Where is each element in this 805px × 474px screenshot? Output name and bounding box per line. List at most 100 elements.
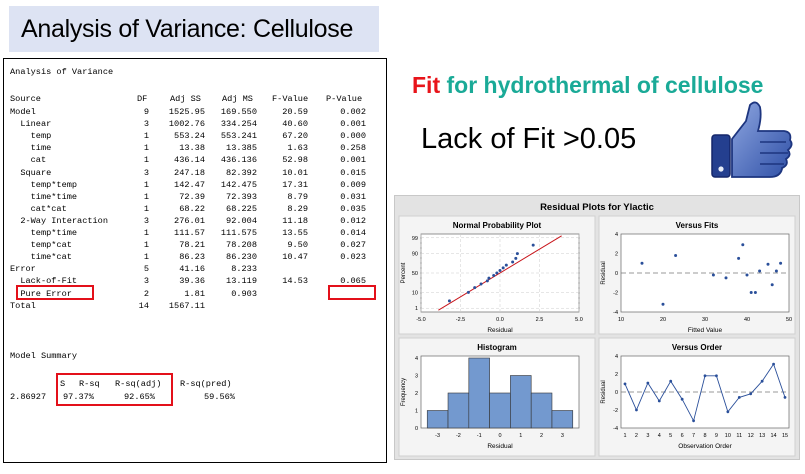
cell-df: 14 xyxy=(138,300,149,311)
cell-ss: 41.16 xyxy=(179,264,205,275)
summary-col-s: S xyxy=(60,379,66,389)
data-point xyxy=(511,260,515,264)
x-axis-label: Residual xyxy=(487,327,513,334)
x-tick-label: 5 xyxy=(669,433,672,439)
cell-ms: 142.475 xyxy=(220,179,257,190)
cell-source: time*time xyxy=(10,191,78,202)
cell-ss: 1.81 xyxy=(184,288,205,299)
data-point xyxy=(674,253,678,257)
table-row: Linear 3 1002.76 334.254 40.60 0.001 xyxy=(4,119,386,130)
data-point xyxy=(680,397,684,401)
y-tick-label: -2 xyxy=(613,291,618,297)
cell-ms: 436.136 xyxy=(220,155,257,166)
table-row: Error 5 41.16 8.233 xyxy=(4,264,386,275)
table-row: time*cat 1 86.23 86.230 10.47 0.023 xyxy=(4,252,386,263)
table-row: cat 1 436.14 436.136 52.98 0.001 xyxy=(4,155,386,166)
data-point xyxy=(724,276,728,280)
data-point xyxy=(473,286,477,290)
y-tick-label: 4 xyxy=(415,356,418,362)
y-tick-label: 90 xyxy=(412,252,418,258)
col-f-value: F-Value xyxy=(272,94,309,104)
data-point xyxy=(657,399,661,403)
data-point xyxy=(770,283,774,287)
y-tick-label: 3 xyxy=(415,374,418,380)
y-axis-label: Percent xyxy=(401,262,407,283)
summary-col-rsq-pred: R-sq(pred) xyxy=(180,379,232,389)
cell-df: 1 xyxy=(143,228,149,238)
data-point xyxy=(737,256,741,260)
cell-ss: 1002.76 xyxy=(168,119,205,130)
cell-ss: 72.39 xyxy=(179,191,205,202)
cell-ss: 86.23 xyxy=(179,252,205,263)
data-point xyxy=(514,256,518,260)
cell-ms: 92.004 xyxy=(226,215,257,226)
x-tick-label: 0 xyxy=(498,433,501,439)
y-tick-label: 50 xyxy=(412,271,418,277)
model-summary-heading: Model Summary xyxy=(10,351,78,361)
cell-df: 1 xyxy=(143,179,149,190)
x-tick-label: 20 xyxy=(660,317,666,323)
data-point xyxy=(766,262,770,266)
histogram-bar xyxy=(447,392,470,429)
cell-p: 0.009 xyxy=(340,179,366,190)
slide-title: Analysis of Variance: Cellulose xyxy=(21,14,354,43)
table-row: Model 9 1525.95 169.550 20.59 0.002 xyxy=(4,107,386,118)
x-tick-label: 2.5 xyxy=(536,317,544,323)
x-tick-label: 4 xyxy=(658,433,661,439)
x-tick-label: 10 xyxy=(725,433,731,439)
y-tick-label: -2 xyxy=(613,408,618,414)
table-row: Pure Error 2 1.81 0.903 xyxy=(4,289,386,300)
cell-df: 1 xyxy=(143,131,149,142)
histogram-bar xyxy=(426,410,449,429)
y-tick-label: -4 xyxy=(613,310,618,316)
data-point xyxy=(492,274,496,278)
cell-p: 0.001 xyxy=(340,155,366,166)
cell-f: 20.59 xyxy=(282,107,308,117)
model-summary-header-row: S R-sq R-sq(adj) R-sq(pred) xyxy=(4,379,386,390)
x-axis-label: Observation Order xyxy=(678,443,732,450)
cell-f: 14.53 xyxy=(282,276,308,287)
histogram-bar xyxy=(489,392,511,429)
y-tick-label: 4 xyxy=(615,232,618,238)
x-tick-label: 50 xyxy=(786,317,792,323)
cell-df: 1 xyxy=(143,155,149,166)
cell-ms: 8.233 xyxy=(231,264,257,275)
cell-source: temp*temp xyxy=(10,179,78,190)
cell-source: time xyxy=(10,143,52,154)
cell-f: 9.50 xyxy=(287,240,308,251)
y-tick-label: 0 xyxy=(615,271,618,277)
cell-p: 0.065 xyxy=(340,276,366,287)
anova-header-row: Source DF Adj SS Adj MS F-Value P-Value xyxy=(4,94,386,105)
cell-ss: 436.14 xyxy=(174,155,205,166)
x-tick-label: 14 xyxy=(771,433,777,439)
cell-ss: 68.22 xyxy=(179,203,205,214)
summary-rsq-adj-value: 92.65% xyxy=(124,392,155,402)
cell-ms: 111.575 xyxy=(220,228,257,238)
data-point xyxy=(466,290,470,294)
cell-f: 17.31 xyxy=(282,179,308,190)
model-summary-values-row: 2.86927 97.37% 92.65% 59.56% xyxy=(4,392,386,403)
cell-p: 0.002 xyxy=(340,107,366,117)
cell-df: 1 xyxy=(143,240,149,251)
data-point xyxy=(640,261,644,265)
cell-source: Lack-of-Fit xyxy=(10,276,78,287)
cell-df: 1 xyxy=(143,143,149,154)
x-tick-label: 3 xyxy=(646,433,649,439)
y-axis-label: Frequency xyxy=(401,378,407,406)
cell-df: 1 xyxy=(143,203,149,214)
x-axis-label: Fitted Value xyxy=(688,327,723,334)
cell-ss: 247.18 xyxy=(174,167,205,178)
x-tick-label: 3 xyxy=(561,433,564,439)
data-point xyxy=(741,243,745,247)
fit-heading: Fit for hydrothermal of cellulose xyxy=(412,72,763,99)
anova-output-panel: Analysis of Variance Source DF Adj SS Ad… xyxy=(3,58,387,463)
data-point xyxy=(646,381,650,385)
x-tick-label: 13 xyxy=(759,433,765,439)
col-adj-ss: Adj SS xyxy=(170,94,201,104)
data-point xyxy=(661,302,665,306)
cell-p: 0.258 xyxy=(340,143,366,154)
data-point xyxy=(447,299,451,303)
thumbs-up-icon xyxy=(711,101,793,178)
x-tick-label: -3 xyxy=(435,433,440,439)
x-tick-label: 30 xyxy=(702,317,708,323)
